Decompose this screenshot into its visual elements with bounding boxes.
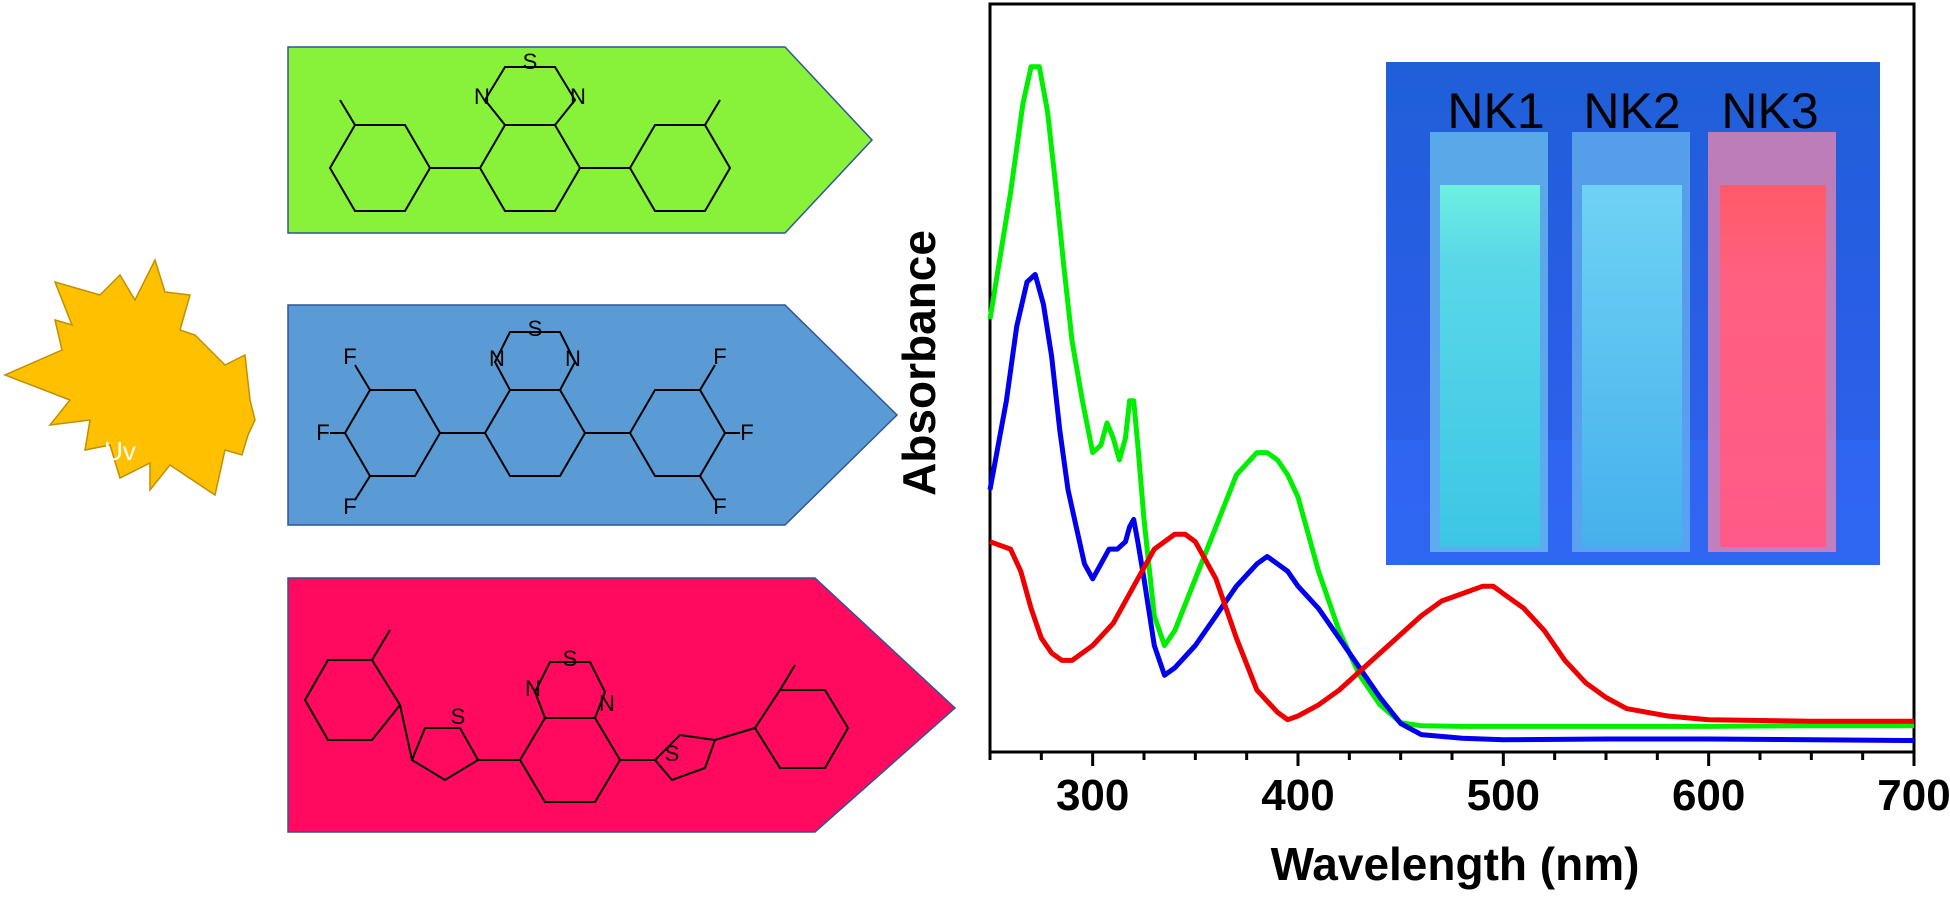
nk2-arrow [287, 304, 899, 526]
inset-label-nk2: NK2 [1583, 83, 1680, 139]
uv-label: Uv [104, 436, 136, 466]
nk3-atom-s-left: S [451, 704, 466, 729]
nk2-f-bond-lb [354, 475, 371, 501]
nk1-molecule [328, 66, 732, 212]
nk3-atom-s-right: S [665, 741, 680, 766]
cuvette-nk2-solution [1582, 185, 1682, 547]
series-layer [987, 64, 1915, 743]
nk2-atom-n-left: N [489, 346, 505, 371]
tick-layer: 300 400 500 600 700 [988, 752, 1950, 820]
nk3-atom-s: S [563, 646, 578, 671]
series-line-3 [989, 531, 1914, 724]
nk1-arrow [287, 46, 874, 234]
x-axis-title: Wavelength (nm) [1271, 838, 1640, 890]
nk3-right-thiophene [653, 733, 717, 782]
inset-label-nk1: NK1 [1447, 83, 1544, 139]
uv-star-shape [3, 258, 256, 497]
nk2-atom-n-right: N [565, 346, 581, 371]
nk1-atom-n-right: N [570, 84, 586, 109]
uv-starburst: Uv [3, 258, 256, 497]
nk2-atom-f-rm: F [740, 420, 753, 445]
x-tick-label: 400 [1261, 771, 1334, 820]
nk2-atom-f-lt: F [343, 344, 356, 369]
nk2-atom-f-rt: F [713, 344, 726, 369]
nk3-bond-left-aryl [399, 704, 413, 761]
x-tick-label: 600 [1672, 771, 1745, 820]
cuvette-photo-inset: NK1 NK2 NK3 [1386, 62, 1880, 565]
nk3-molecule [303, 629, 850, 803]
nk2-atom-f-lm: F [316, 420, 329, 445]
nk3-atom-n-left: N [525, 676, 541, 701]
x-tick-label: 700 [1877, 771, 1950, 820]
cuvette-nk1-solution [1440, 185, 1540, 547]
nk1-atom-s: S [523, 49, 538, 74]
nk1-left-ring [328, 124, 432, 212]
series-line-2 [987, 272, 1915, 743]
nk3-left-thiophene [410, 727, 480, 782]
nk2-f-bond-lt [354, 364, 371, 391]
x-tick-label: 300 [1056, 771, 1129, 820]
nk1-right-ring [628, 124, 732, 212]
y-axis-title: Absorbance [893, 230, 945, 496]
nk1-right-methyl [704, 99, 721, 126]
cuvette-nk3-solution [1720, 185, 1826, 547]
nk1-thiadiazole [483, 66, 577, 126]
nk1-atom-n-left: N [474, 84, 490, 109]
nk2-atom-s: S [528, 316, 543, 341]
nk2-atom-f-lb: F [343, 494, 356, 519]
nk3-thiadiazole [533, 661, 607, 719]
nk2-molecule [330, 331, 740, 501]
structure-nk2: S N N F F F F F F [287, 304, 899, 526]
structure-nk3: S N N S S [287, 577, 957, 833]
inset-label-nk3: NK3 [1721, 83, 1818, 139]
nk2-atom-f-rb: F [713, 494, 726, 519]
nk2-f-bond-rt [699, 364, 716, 391]
nk1-left-methyl [339, 99, 356, 126]
nk3-left-methyl [371, 629, 391, 661]
nk2-thiadiazole [493, 331, 577, 391]
x-tick-label: 500 [1467, 771, 1540, 820]
nk3-right-methyl [779, 664, 796, 691]
structure-nk1: S N N [287, 46, 874, 234]
nk3-arrow [287, 577, 957, 833]
nk3-bond-right-aryl [714, 727, 756, 741]
nk2-f-bond-rb [699, 475, 716, 501]
nk3-atom-n-right: N [599, 691, 615, 716]
